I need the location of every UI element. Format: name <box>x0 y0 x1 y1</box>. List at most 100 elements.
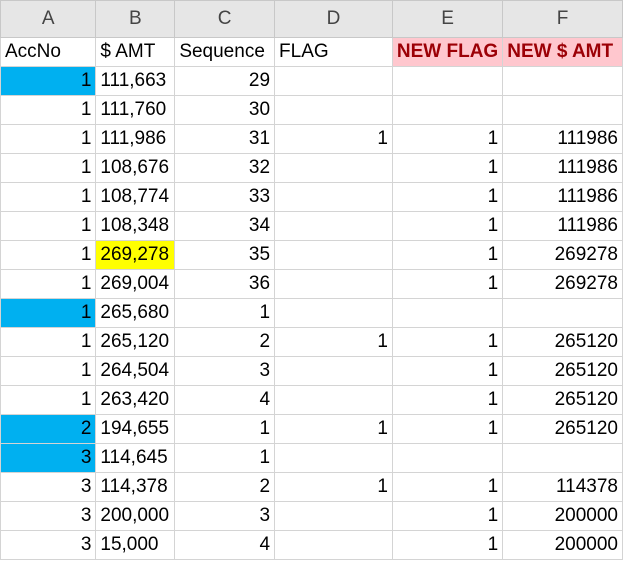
column-header-a[interactable]: A <box>0 0 97 38</box>
cell-new-flag[interactable]: 1 <box>391 269 504 299</box>
cell-accno[interactable]: 1 <box>0 211 97 241</box>
cell-new-amt[interactable]: 265120 <box>502 327 623 357</box>
cell-new-flag[interactable] <box>391 66 504 96</box>
cell-new-amt[interactable]: 200000 <box>502 501 623 531</box>
cell-amt[interactable]: 265,120 <box>95 327 176 357</box>
cell-amt[interactable]: 269,278 <box>95 240 176 270</box>
cell-new-amt[interactable]: 265120 <box>502 414 623 444</box>
cell-amt[interactable]: 269,004 <box>95 269 176 299</box>
cell-new-flag[interactable]: 1 <box>391 211 504 241</box>
cell-new-amt[interactable]: 265120 <box>502 385 623 415</box>
cell-new-flag[interactable]: 1 <box>391 182 504 212</box>
cell-new-amt[interactable]: 111986 <box>502 124 623 154</box>
cell-sequence[interactable]: 3 <box>174 501 276 531</box>
header-flag[interactable]: FLAG <box>274 37 393 67</box>
cell-amt[interactable]: 15,000 <box>95 530 176 560</box>
column-header-d[interactable]: D <box>274 0 393 38</box>
cell-flag[interactable] <box>274 356 393 386</box>
cell-flag[interactable]: 1 <box>274 327 393 357</box>
cell-flag[interactable] <box>274 95 393 125</box>
cell-flag[interactable] <box>274 385 393 415</box>
cell-new-amt[interactable]: 114378 <box>502 472 623 502</box>
cell-amt[interactable]: 194,655 <box>95 414 176 444</box>
cell-sequence[interactable]: 4 <box>174 530 276 560</box>
cell-accno[interactable]: 1 <box>0 182 97 212</box>
header-new-amt[interactable]: NEW $ AMT <box>502 37 623 67</box>
cell-new-flag[interactable] <box>391 443 504 473</box>
cell-new-amt[interactable]: 269278 <box>502 240 623 270</box>
cell-flag[interactable] <box>274 153 393 183</box>
cell-new-amt[interactable]: 200000 <box>502 530 623 560</box>
cell-new-flag[interactable]: 1 <box>391 385 504 415</box>
column-header-e[interactable]: E <box>391 0 504 38</box>
header-accno[interactable]: AccNo <box>0 37 97 67</box>
cell-amt[interactable]: 111,663 <box>95 66 176 96</box>
cell-sequence[interactable]: 1 <box>174 414 276 444</box>
cell-amt[interactable]: 200,000 <box>95 501 176 531</box>
cell-new-flag[interactable]: 1 <box>391 124 504 154</box>
cell-new-flag[interactable]: 1 <box>391 472 504 502</box>
cell-sequence[interactable]: 31 <box>174 124 276 154</box>
cell-new-amt[interactable]: 111986 <box>502 182 623 212</box>
cell-accno[interactable]: 3 <box>0 501 97 531</box>
cell-new-amt[interactable]: 111986 <box>502 211 623 241</box>
cell-sequence[interactable]: 36 <box>174 269 276 299</box>
cell-flag[interactable] <box>274 66 393 96</box>
cell-sequence[interactable]: 4 <box>174 385 276 415</box>
header-new-flag[interactable]: NEW FLAG <box>391 37 504 67</box>
cell-sequence[interactable]: 2 <box>174 327 276 357</box>
cell-flag[interactable] <box>274 240 393 270</box>
cell-flag[interactable] <box>274 443 393 473</box>
cell-new-amt[interactable]: 111986 <box>502 153 623 183</box>
column-header-b[interactable]: B <box>95 0 176 38</box>
cell-amt[interactable]: 108,676 <box>95 153 176 183</box>
cell-amt[interactable]: 114,378 <box>95 472 176 502</box>
cell-accno[interactable]: 1 <box>0 269 97 299</box>
cell-flag[interactable]: 1 <box>274 472 393 502</box>
cell-new-flag[interactable]: 1 <box>391 356 504 386</box>
column-header-c[interactable]: C <box>174 0 276 38</box>
cell-flag[interactable] <box>274 530 393 560</box>
header-sequence[interactable]: Sequence <box>174 37 276 67</box>
cell-flag[interactable] <box>274 182 393 212</box>
cell-accno[interactable]: 1 <box>0 153 97 183</box>
cell-accno[interactable]: 1 <box>0 240 97 270</box>
cell-amt[interactable]: 108,774 <box>95 182 176 212</box>
cell-flag[interactable] <box>274 298 393 328</box>
cell-accno[interactable]: 1 <box>0 385 97 415</box>
header-amt[interactable]: $ AMT <box>95 37 176 67</box>
cell-flag[interactable] <box>274 501 393 531</box>
cell-sequence[interactable]: 1 <box>174 298 276 328</box>
cell-new-flag[interactable]: 1 <box>391 530 504 560</box>
cell-accno[interactable]: 3 <box>0 530 97 560</box>
cell-sequence[interactable]: 34 <box>174 211 276 241</box>
cell-new-flag[interactable]: 1 <box>391 153 504 183</box>
cell-accno[interactable]: 3 <box>0 443 97 473</box>
cell-sequence[interactable]: 33 <box>174 182 276 212</box>
cell-flag[interactable]: 1 <box>274 124 393 154</box>
cell-new-amt[interactable] <box>502 66 623 96</box>
cell-sequence[interactable]: 35 <box>174 240 276 270</box>
cell-sequence[interactable]: 30 <box>174 95 276 125</box>
cell-sequence[interactable]: 29 <box>174 66 276 96</box>
cell-accno[interactable]: 1 <box>0 66 97 96</box>
cell-accno[interactable]: 3 <box>0 472 97 502</box>
cell-accno[interactable]: 1 <box>0 356 97 386</box>
cell-accno[interactable]: 1 <box>0 124 97 154</box>
cell-accno[interactable]: 1 <box>0 298 97 328</box>
cell-flag[interactable] <box>274 269 393 299</box>
cell-new-flag[interactable]: 1 <box>391 240 504 270</box>
column-header-f[interactable]: F <box>502 0 623 38</box>
cell-amt[interactable]: 265,680 <box>95 298 176 328</box>
cell-new-amt[interactable] <box>502 95 623 125</box>
cell-new-flag[interactable]: 1 <box>391 327 504 357</box>
cell-amt[interactable]: 114,645 <box>95 443 176 473</box>
cell-sequence[interactable]: 1 <box>174 443 276 473</box>
cell-new-amt[interactable] <box>502 443 623 473</box>
cell-accno[interactable]: 1 <box>0 327 97 357</box>
cell-sequence[interactable]: 2 <box>174 472 276 502</box>
cell-new-flag[interactable]: 1 <box>391 414 504 444</box>
cell-new-amt[interactable]: 265120 <box>502 356 623 386</box>
cell-new-flag[interactable] <box>391 298 504 328</box>
cell-sequence[interactable]: 3 <box>174 356 276 386</box>
